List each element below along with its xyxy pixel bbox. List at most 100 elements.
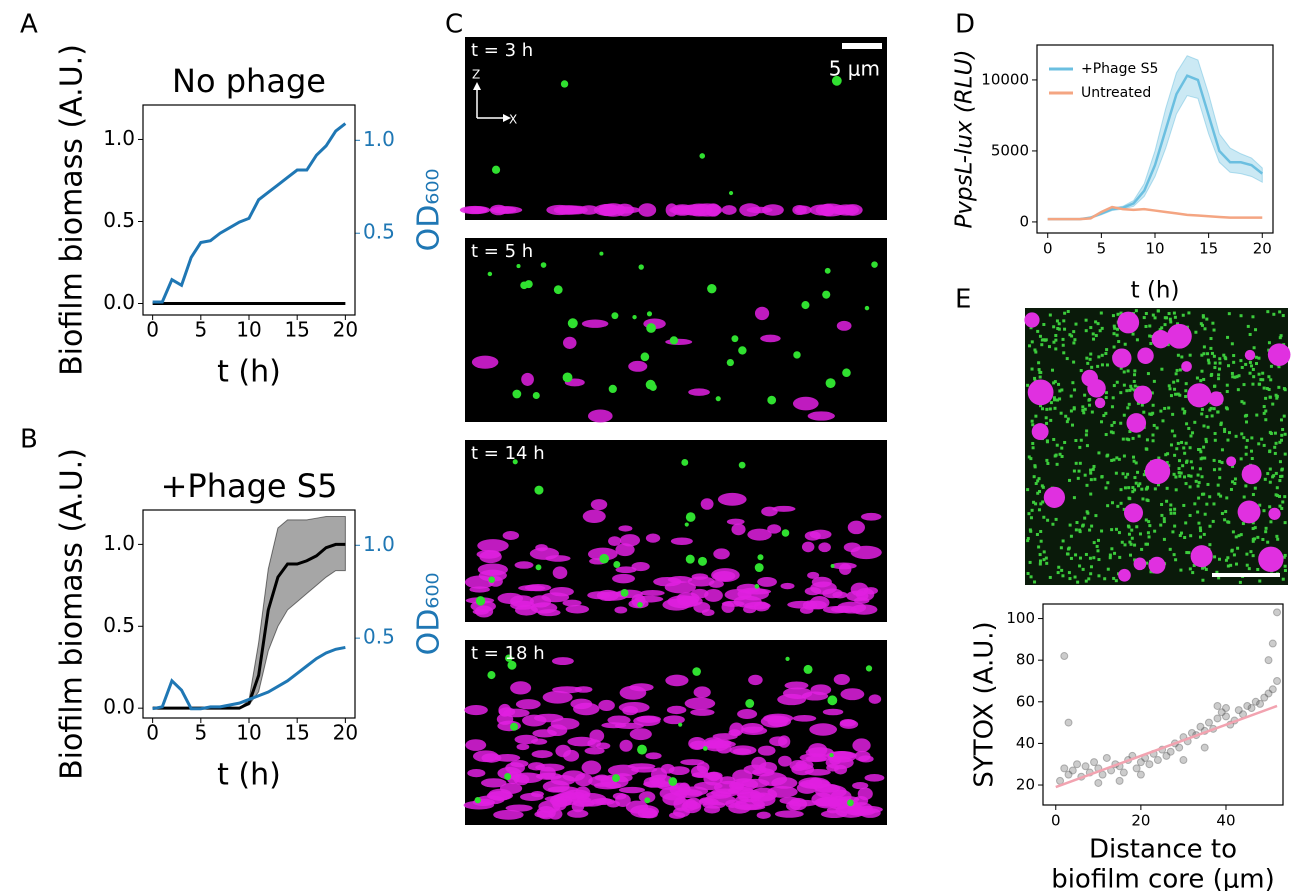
green-speck: [1064, 414, 1068, 418]
green-speck: [1060, 388, 1064, 392]
phage-cell: [535, 564, 542, 571]
cell: [847, 520, 865, 535]
cell: [587, 409, 613, 423]
point: [1098, 770, 1107, 779]
phage-cell: [731, 335, 739, 343]
green-speck: [1151, 313, 1155, 317]
green-speck: [1173, 315, 1177, 319]
green-speck: [1178, 368, 1182, 372]
green-speck: [1232, 354, 1236, 358]
magenta-cluster: [1094, 397, 1106, 409]
green-speck: [1113, 326, 1117, 330]
phage-cell: [599, 553, 610, 564]
cell: [581, 760, 602, 775]
green-speck: [1165, 461, 1169, 465]
green-speck: [1251, 493, 1255, 497]
green-speck: [1268, 395, 1272, 399]
green-speck: [1111, 314, 1115, 318]
green-speck: [1112, 458, 1116, 462]
green-speck: [1280, 433, 1284, 437]
y-axis-label: PvpsL-lux (RLU): [952, 50, 978, 229]
green-speck: [1057, 565, 1061, 569]
green-speck: [1125, 437, 1129, 441]
green-speck: [1199, 379, 1203, 383]
green-speck: [1084, 552, 1088, 556]
green-speck: [1112, 324, 1116, 328]
green-speck: [1103, 577, 1107, 581]
green-speck: [1275, 394, 1279, 398]
phage-cell: [646, 311, 653, 317]
green-speck: [1188, 513, 1192, 517]
green-speck: [1206, 358, 1210, 362]
cell: [520, 792, 544, 801]
cell: [565, 604, 590, 614]
x-tick-label: 5: [1097, 240, 1107, 258]
green-speck: [1211, 519, 1215, 523]
x-axis-label: t (h): [217, 758, 281, 793]
green-speck: [1264, 409, 1268, 413]
green-speck: [1027, 512, 1031, 516]
green-speck: [1059, 546, 1063, 550]
phage-cell: [534, 485, 544, 495]
green-speck: [1218, 357, 1222, 361]
green-speck: [1231, 530, 1235, 534]
green-speck: [1202, 352, 1206, 356]
green-speck: [1199, 457, 1203, 461]
green-speck: [1033, 464, 1037, 468]
green-speck: [1149, 570, 1153, 574]
phage-cell: [793, 351, 801, 359]
green-speck: [1266, 310, 1270, 314]
green-speck: [1105, 454, 1109, 458]
green-speck: [1036, 479, 1040, 483]
green-speck: [1083, 393, 1087, 397]
magenta-cluster: [1241, 464, 1262, 485]
green-speck: [1162, 520, 1166, 524]
cell: [493, 809, 524, 820]
green-speck: [1244, 445, 1248, 449]
green-speck: [1055, 319, 1059, 323]
x-tick-label: 15: [284, 721, 309, 745]
phage-cell: [785, 656, 790, 661]
green-speck: [1084, 318, 1088, 322]
cell: [809, 723, 837, 736]
green-speck: [1114, 471, 1118, 475]
green-speck: [1115, 380, 1119, 384]
magenta-cluster: [1151, 329, 1170, 349]
green-speck: [1108, 556, 1112, 560]
green-speck: [1127, 438, 1131, 442]
cell: [663, 715, 685, 725]
green-speck: [1273, 451, 1277, 455]
green-speck: [1279, 438, 1283, 442]
y2-tick-label: 0.5: [363, 220, 395, 244]
green-speck: [1073, 338, 1077, 342]
green-speck: [1239, 314, 1243, 318]
cell: [826, 763, 840, 772]
green-speck: [1196, 510, 1200, 514]
microscopy-image: [465, 238, 887, 422]
green-speck: [1169, 394, 1173, 398]
cell: [464, 575, 495, 589]
phage-cell: [512, 459, 518, 465]
green-speck: [1210, 414, 1214, 418]
panel-label: B: [20, 425, 38, 455]
green-speck: [1164, 453, 1168, 457]
green-speck: [1201, 315, 1205, 319]
green-speck: [1039, 404, 1043, 408]
magenta-cluster: [1112, 348, 1132, 368]
green-speck: [1182, 446, 1186, 450]
cell: [688, 737, 707, 750]
x-tick-label: 0: [1051, 812, 1061, 830]
cell: [562, 770, 585, 782]
point: [1204, 718, 1213, 727]
green-speck: [1060, 455, 1064, 459]
cell: [784, 681, 809, 690]
green-speck: [1035, 532, 1039, 536]
green-speck: [1039, 502, 1043, 506]
y-tick-label: 0.0: [103, 290, 135, 314]
green-speck: [1088, 403, 1092, 407]
green-speck: [1042, 550, 1046, 554]
green-speck: [1251, 527, 1255, 531]
green-speck: [1227, 364, 1231, 368]
y-tick-label: 60: [1016, 692, 1035, 710]
green-speck: [1057, 322, 1061, 326]
